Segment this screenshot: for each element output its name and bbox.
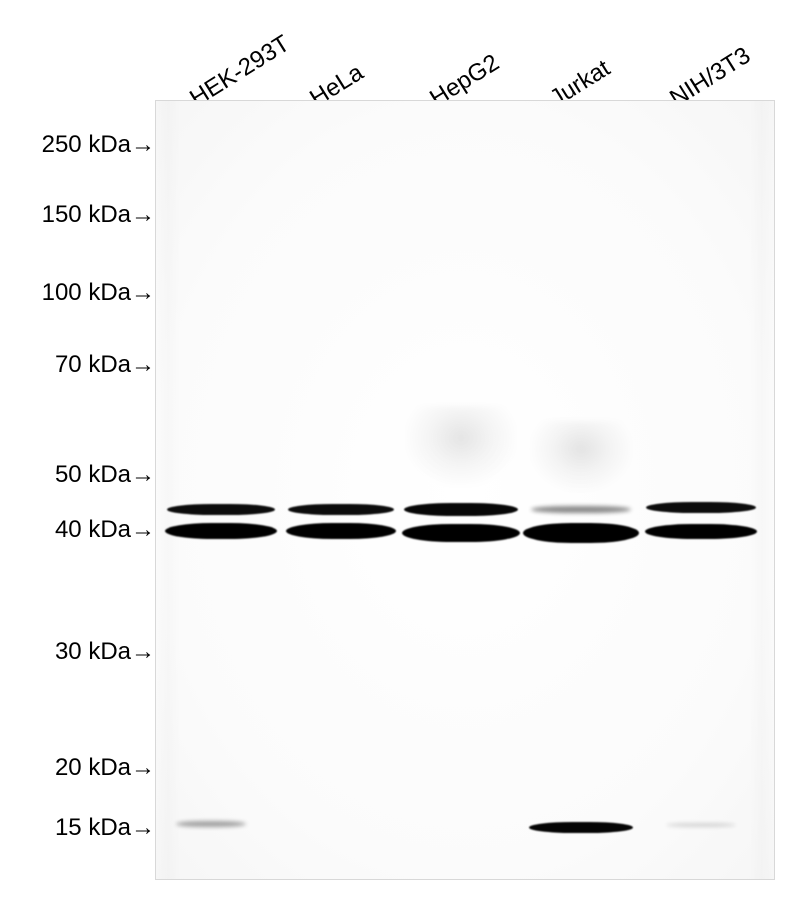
mw-marker-label: 100 kDa→: [42, 279, 155, 307]
blot-smear: [531, 421, 631, 491]
blot-area: [155, 100, 775, 880]
blot-band: [165, 523, 277, 539]
blot-band: [666, 823, 736, 827]
blot-band: [646, 502, 756, 513]
mw-marker-label: 250 kDa→: [42, 131, 155, 159]
blot-band: [523, 523, 639, 543]
western-blot-figure: WWW.PTGLAB.COM HEK-293THeLaHepG2JurkatNI…: [0, 0, 800, 903]
mw-marker-label: 30 kDa→: [55, 638, 155, 666]
mw-marker-label: 20 kDa→: [55, 754, 155, 782]
blot-background: [156, 101, 774, 879]
mw-labels-container: 250 kDa→ 150 kDa→ 100 kDa→ 70 kDa→ 50 kDa→ 40…: [0, 0, 155, 903]
blot-band: [286, 523, 396, 539]
mw-marker-label: 70 kDa→: [55, 351, 155, 379]
mw-marker-label: 150 kDa→: [42, 201, 155, 229]
blot-band: [288, 504, 394, 515]
mw-marker-label: 50 kDa→: [55, 461, 155, 489]
blot-band: [529, 822, 633, 833]
blot-band: [645, 524, 757, 539]
blot-band: [531, 506, 631, 513]
blot-band: [404, 503, 518, 516]
blot-band: [167, 504, 275, 515]
mw-marker-label: 40 kDa→: [55, 516, 155, 544]
blot-band: [176, 821, 246, 827]
blot-smear: [406, 406, 516, 486]
blot-band: [402, 524, 520, 542]
mw-marker-label: 15 kDa→: [55, 814, 155, 842]
